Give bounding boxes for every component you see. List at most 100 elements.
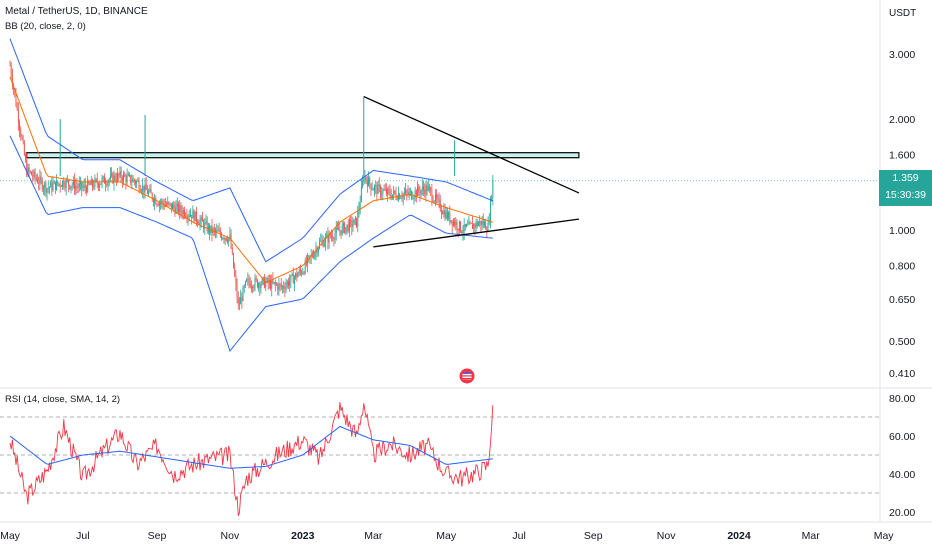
candle-body xyxy=(249,282,251,288)
earnings-flag-icon[interactable] xyxy=(459,368,475,384)
candle-body xyxy=(115,179,117,181)
candle-body xyxy=(139,189,141,191)
rsi-pane[interactable] xyxy=(0,401,880,516)
candle-body xyxy=(113,175,115,183)
candle-body xyxy=(66,180,68,181)
candle-body xyxy=(299,269,301,272)
candle-body xyxy=(456,221,458,229)
candle-body xyxy=(114,175,116,180)
candle-body xyxy=(473,224,475,229)
candle-body xyxy=(395,193,397,198)
candle-body xyxy=(431,190,433,201)
candle-body xyxy=(413,197,415,199)
candle-body xyxy=(316,248,318,253)
candle-body xyxy=(328,233,330,243)
candle-body xyxy=(137,181,139,182)
candle-body xyxy=(461,231,463,233)
candle-body xyxy=(59,183,61,187)
candle-body xyxy=(213,228,215,230)
candle-body xyxy=(80,181,81,184)
candle-body xyxy=(74,180,75,190)
candle-body xyxy=(99,184,101,188)
candle-body xyxy=(284,288,286,290)
currency-label: USDT xyxy=(889,8,917,19)
candle-body xyxy=(239,303,240,305)
candle-body xyxy=(145,184,147,190)
candle-body xyxy=(70,186,72,189)
candle-body xyxy=(446,211,448,219)
candle-body xyxy=(460,221,462,232)
candle-body xyxy=(319,241,320,249)
candle-body xyxy=(390,195,392,199)
candle-body xyxy=(276,284,277,286)
candle-body xyxy=(32,175,34,177)
candle-body xyxy=(286,281,288,286)
candle-body xyxy=(348,220,350,232)
candle-body xyxy=(120,170,122,179)
candle-body xyxy=(297,273,299,278)
bb-indicator-label[interactable]: BB (20, close, 2, 0) xyxy=(5,21,86,32)
rsi-indicator-label[interactable]: RSI (14, close, SMA, 14, 2) xyxy=(5,394,121,405)
rsi-line xyxy=(9,401,494,516)
candles xyxy=(9,60,494,311)
candle-body xyxy=(341,225,343,235)
candle-body xyxy=(394,190,396,194)
candle-body xyxy=(28,167,30,172)
candle-body xyxy=(362,181,364,187)
candle-body xyxy=(466,224,467,227)
candle-body xyxy=(44,183,46,189)
candle-body xyxy=(325,236,326,243)
candle-body xyxy=(205,221,207,223)
candle-body xyxy=(443,210,445,215)
candle-body xyxy=(34,171,36,178)
candle-body xyxy=(292,273,294,284)
candle-body xyxy=(396,197,398,200)
candle-body xyxy=(210,225,212,233)
candle-body xyxy=(107,181,109,186)
candle-body xyxy=(37,179,38,183)
candle-body xyxy=(94,179,96,188)
candle-body xyxy=(414,190,416,198)
candle-body xyxy=(468,222,470,225)
candle-body xyxy=(293,277,295,284)
price-tick-label: 0.800 xyxy=(889,261,915,273)
candle-body xyxy=(338,228,340,231)
candle-body xyxy=(39,176,41,184)
candle-body xyxy=(350,220,352,222)
candle-body xyxy=(464,224,466,227)
candle-body xyxy=(9,65,11,66)
candle-body xyxy=(366,180,368,187)
candle-body xyxy=(31,171,32,176)
candle-body xyxy=(166,204,168,206)
candle-body xyxy=(440,209,442,213)
candle-body xyxy=(375,185,377,187)
candle-body xyxy=(193,210,195,222)
candle-body xyxy=(47,188,49,189)
candle-body xyxy=(11,75,13,85)
candle-body xyxy=(102,176,104,179)
candle-body xyxy=(487,222,489,232)
candle-body xyxy=(244,281,246,287)
price-tick-label: 0.410 xyxy=(889,368,915,380)
candle-body xyxy=(452,221,454,226)
candle-body xyxy=(317,248,319,253)
candle-body xyxy=(143,185,145,193)
candle-body xyxy=(174,207,176,214)
candle-body xyxy=(337,227,338,229)
candle-body xyxy=(90,179,92,186)
candle-body xyxy=(130,175,132,183)
candle-body xyxy=(488,220,490,223)
price-pane[interactable] xyxy=(0,38,880,352)
candle-body xyxy=(427,186,429,191)
candle-body xyxy=(234,267,236,276)
candle-body xyxy=(421,186,423,191)
candle-body xyxy=(233,253,234,268)
candle-body xyxy=(417,186,418,197)
candle-body xyxy=(285,285,287,290)
candle-body xyxy=(445,211,447,219)
symbol-title[interactable]: Metal / TetherUS, 1D, BINANCE xyxy=(5,6,148,17)
candle-body xyxy=(303,272,305,274)
candle-body xyxy=(141,190,142,192)
